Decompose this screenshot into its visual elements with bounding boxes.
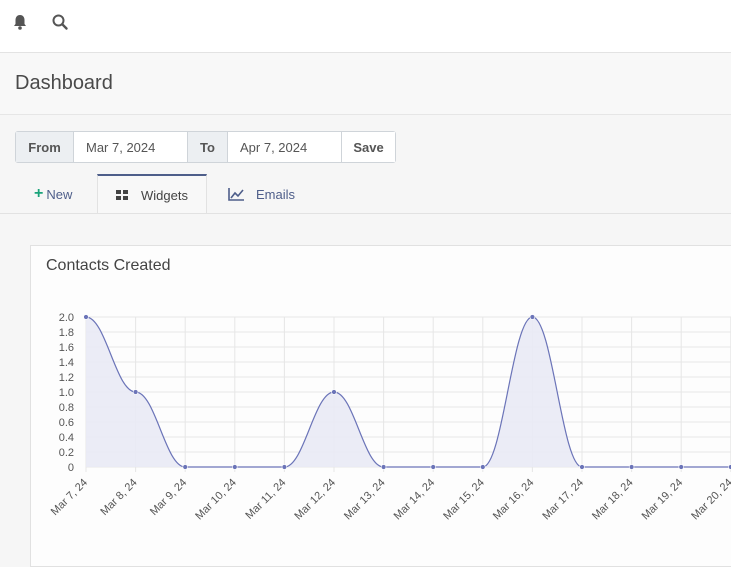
date-range-filter: From To Save <box>15 131 396 163</box>
y-tick-label: 0.6 <box>59 417 74 429</box>
y-tick-label: 0.2 <box>59 447 74 459</box>
data-point <box>132 389 139 395</box>
plus-icon: + <box>34 185 44 202</box>
data-point <box>628 464 635 470</box>
tab-new[interactable]: + New <box>34 175 72 213</box>
x-tick-label: Mar 8, 24 <box>98 477 139 518</box>
x-tick-label: Mar 9, 24 <box>148 477 189 518</box>
from-date-input[interactable] <box>74 132 187 162</box>
top-navbar <box>0 0 731 53</box>
contacts-created-chart: 2.0 1.8 1.6 1.4 1.2 1.0 0.8 0.6 0.4 0.2 0 Mar 7, 24… <box>49 312 731 523</box>
line-chart-icon <box>228 187 244 201</box>
save-button[interactable]: Save <box>341 132 395 162</box>
y-tick-label: 2.0 <box>59 312 74 324</box>
data-point <box>579 464 585 470</box>
data-point <box>182 464 188 470</box>
tab-new-label: New <box>46 186 73 202</box>
data-point <box>529 314 536 320</box>
data-point <box>430 464 436 470</box>
x-tick-label: Mar 19, 24 <box>640 477 686 523</box>
widget-panel: Contacts Created 2.0 1.8 1.6 1.4 1.2 1.0 0.8 0.… <box>30 245 731 567</box>
widget-title: Contacts Created <box>46 257 171 274</box>
y-tick-label: 1.8 <box>59 327 74 339</box>
x-tick-label: Mar 11, 24 <box>243 477 288 522</box>
y-tick-label: 0.4 <box>59 432 74 444</box>
data-point <box>480 464 486 470</box>
y-tick-label: 1.0 <box>59 387 74 399</box>
y-tick-label: 0.8 <box>59 402 74 414</box>
tab-widgets[interactable]: Widgets <box>97 174 207 214</box>
tabs-divider <box>0 213 731 214</box>
page-header <box>0 53 731 115</box>
bell-icon[interactable] <box>11 13 29 31</box>
data-point <box>281 464 288 470</box>
x-tick-label: Mar 12, 24 <box>292 477 338 523</box>
search-icon[interactable] <box>51 13 69 31</box>
x-tick-label: Mar 10, 24 <box>193 477 239 523</box>
data-point <box>331 389 337 395</box>
tab-emails-label: Emails <box>256 186 296 202</box>
y-tick-label: 1.4 <box>59 357 74 369</box>
data-point <box>678 464 684 470</box>
x-tick-label: Mar 20, 24 <box>689 477 731 523</box>
grid-icon <box>116 189 129 201</box>
page-title: Dashboard <box>15 72 113 94</box>
data-point <box>380 464 387 470</box>
x-tick-label: Mar 13, 24 <box>342 477 388 523</box>
x-tick-label: Mar 18, 24 <box>590 477 636 523</box>
series-area <box>86 317 731 467</box>
x-tick-label: Mar 14, 24 <box>392 477 438 523</box>
to-label: To <box>187 132 228 162</box>
tab-emails[interactable]: Emails <box>228 175 295 213</box>
y-tick-label: 1.2 <box>59 372 74 384</box>
x-tick-label: Mar 7, 24 <box>49 477 90 518</box>
data-point <box>232 464 238 470</box>
x-tick-label: Mar 15, 24 <box>441 477 487 523</box>
to-date-input[interactable] <box>228 132 341 162</box>
data-point <box>83 314 89 320</box>
from-label: From <box>16 132 74 162</box>
y-tick-label: 1.6 <box>59 342 74 354</box>
y-tick-label: 0 <box>68 462 74 474</box>
x-tick-label: Mar 17, 24 <box>540 477 586 523</box>
tab-widgets-label: Widgets <box>141 187 188 203</box>
x-tick-label: Mar 16, 24 <box>491 477 537 523</box>
